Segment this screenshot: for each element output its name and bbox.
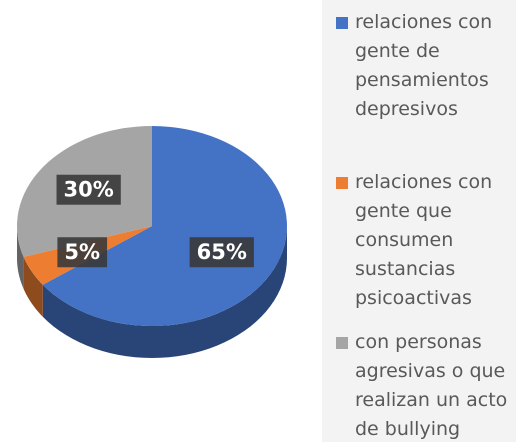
data-label: 65% — [189, 237, 254, 268]
data-label: 30% — [56, 174, 121, 205]
legend-label: relaciones con gente de pensamientos dep… — [355, 11, 493, 120]
data-label-text: 30% — [64, 178, 114, 202]
data-label: 5% — [57, 237, 108, 268]
legend-item: relaciones con gente de pensamientos dep… — [336, 8, 514, 124]
slice-side — [17, 226, 24, 289]
legend-item: relaciones con gente que consumen sustan… — [336, 168, 514, 313]
data-label-text: 5% — [64, 240, 100, 264]
slice — [42, 126, 287, 327]
slice-side — [42, 226, 287, 358]
legend-item: con personas agresivas o que realizan un… — [336, 328, 514, 442]
legend-swatch — [336, 177, 348, 189]
data-label-background — [57, 237, 108, 268]
legend-swatch — [336, 17, 348, 29]
pie-area: 65% 5% 30% — [16, 126, 287, 358]
data-label-background — [189, 237, 254, 268]
legend-background — [322, 0, 516, 442]
legend-label: con personas agresivas o que realizan un… — [355, 331, 508, 440]
data-label-text: 65% — [197, 240, 247, 264]
slice-side — [23, 256, 43, 317]
legend-label: relaciones con gente que consumen sustan… — [355, 171, 493, 309]
legend-swatch — [336, 337, 348, 349]
data-label-background — [56, 174, 121, 205]
